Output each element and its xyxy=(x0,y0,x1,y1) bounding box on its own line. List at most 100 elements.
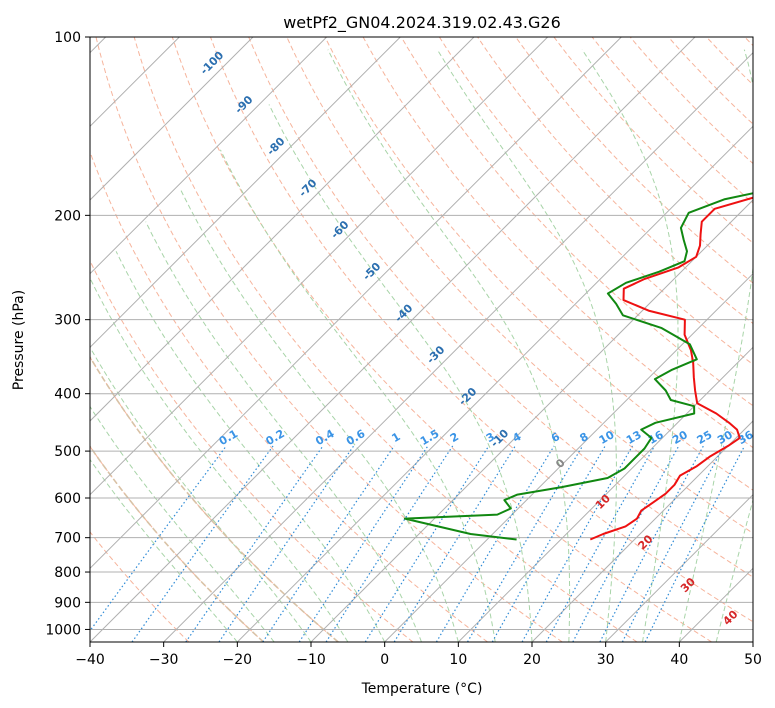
isotherm-line xyxy=(236,125,753,642)
mixing-ratio-line xyxy=(644,445,746,642)
x-tick-label: 40 xyxy=(670,652,688,668)
isotherm-line xyxy=(678,567,753,642)
mixing-ratio-label: 0.4 xyxy=(313,427,337,448)
x-tick-label: −10 xyxy=(296,652,326,668)
mixing-ratio-label: 0.1 xyxy=(217,427,240,448)
isotherm-label: -90 xyxy=(232,93,255,116)
y-tick-label: 700 xyxy=(54,531,81,547)
isotherm-label: -50 xyxy=(360,260,383,283)
dry-adiabat-line xyxy=(744,37,753,47)
x-tick-label: 20 xyxy=(523,652,541,668)
mixing-ratio-label: 1.5 xyxy=(418,427,441,448)
mixing-ratio-label: 2 xyxy=(448,430,461,445)
y-tick-label: 1000 xyxy=(45,622,81,638)
moist-adiabat-line xyxy=(179,187,459,642)
mixing-ratio-line xyxy=(435,445,555,642)
moist-adiabat-line xyxy=(90,458,238,642)
x-axis: −40 −30 −20 −10 0 10 20 30 40 50 xyxy=(75,642,762,668)
moist-adiabat-line xyxy=(581,49,679,642)
x-tick-label: −20 xyxy=(223,652,253,668)
y-axis: 100 200 300 400 500 600 700 800 900 1000 xyxy=(45,30,90,638)
moist-adiabat-line xyxy=(90,346,312,642)
mixing-ratio-line xyxy=(545,445,656,642)
theta-curve-line xyxy=(90,355,339,642)
isotherm-label: -30 xyxy=(424,343,447,366)
dry-adiabat-line xyxy=(90,445,264,642)
mixing-ratio-label: 10 xyxy=(597,428,617,447)
moist-adiabat-line xyxy=(90,277,349,642)
dry-adiabat-line xyxy=(286,37,753,534)
isotherm-line xyxy=(457,346,753,642)
moist-adiabat-line xyxy=(268,104,533,642)
mixing-ratio-line xyxy=(521,445,634,642)
mixing-ratio-line xyxy=(185,445,324,642)
dry-adiabat-line xyxy=(133,37,638,642)
isotherm-line xyxy=(90,37,696,642)
isotherm-line xyxy=(605,493,753,642)
y-tick-label: 800 xyxy=(54,565,81,581)
dry-adiabat-line xyxy=(90,531,190,642)
x-tick-label: 50 xyxy=(744,652,762,668)
mixing-ratio-line xyxy=(572,445,680,642)
moist-adiabat-line xyxy=(219,149,496,642)
mixing-ratio-label: 13 xyxy=(624,428,644,447)
dry-adiabat-line xyxy=(477,37,753,325)
chart-title: wetPf2_GN04.2024.319.02.43.G26 xyxy=(283,13,561,33)
mixing-ratio-line xyxy=(325,445,454,642)
isotherm-line xyxy=(384,272,753,642)
isotherm-line xyxy=(90,37,549,496)
temperature-profile-line xyxy=(589,196,753,541)
isotherm-label: -80 xyxy=(264,135,287,158)
mixing-ratio-label: 20 xyxy=(670,428,690,447)
dry-adiabat-line xyxy=(438,37,753,365)
y-tick-label: 100 xyxy=(54,30,81,46)
moist-adiabat-line xyxy=(436,49,617,642)
y-axis-label: Pressure (hPa) xyxy=(11,290,27,390)
theta-curve-line xyxy=(90,445,265,642)
dry-adiabat-line xyxy=(90,259,414,642)
mixing-ratio-label: 36 xyxy=(736,428,756,447)
moist-adiabat-line xyxy=(678,49,753,642)
dewpoint-profile-line xyxy=(403,192,753,541)
moist-adiabat-line xyxy=(145,221,422,642)
isotherm-line xyxy=(90,37,622,570)
x-tick-label: 10 xyxy=(449,652,467,668)
y-tick-label: 400 xyxy=(54,387,81,403)
isotherm-label: -70 xyxy=(296,176,319,199)
y-tick-label: 600 xyxy=(54,491,81,507)
dry-adiabat-line xyxy=(706,37,753,86)
y-tick-label: 900 xyxy=(54,595,81,611)
isotherm-line xyxy=(90,37,401,349)
dry-adiabat-line xyxy=(591,37,753,204)
isotherm-line xyxy=(310,199,753,642)
dry-adiabat-line xyxy=(90,356,339,642)
mixing-ratio-line xyxy=(262,445,395,642)
x-tick-label: −40 xyxy=(75,652,105,668)
mixing-ratio-label: 1 xyxy=(390,430,403,445)
dry-adiabat-line xyxy=(95,37,563,642)
mixing-ratio-label: 4 xyxy=(510,430,523,445)
mixing-ratio-label: 0.2 xyxy=(263,427,286,448)
mixing-ratio-line xyxy=(298,445,429,642)
x-tick-label: 30 xyxy=(597,652,615,668)
x-tick-label: 0 xyxy=(380,652,389,668)
moist-adiabat-label: 30 xyxy=(678,575,698,595)
mixing-ratio-label: 25 xyxy=(695,428,715,447)
isotherm-label: -40 xyxy=(392,301,415,324)
moist-adiabat-line xyxy=(90,405,275,642)
dry-adiabat-line xyxy=(668,37,753,125)
y-tick-label: 300 xyxy=(54,313,81,329)
dry-adiabat-line xyxy=(171,37,712,642)
y-tick-label: 200 xyxy=(54,208,81,224)
mixing-ratio-label: 0.6 xyxy=(344,427,368,448)
dry-adiabat-line xyxy=(248,37,753,578)
mixing-ratio-label: 16 xyxy=(646,428,666,447)
moist-adiabat-line xyxy=(115,251,386,642)
dry-adiabat-line xyxy=(400,37,753,407)
isotherm-line xyxy=(90,37,254,201)
dry-adiabat-line xyxy=(324,37,753,491)
dry-adiabat-line xyxy=(90,150,488,642)
mixing-ratio-line xyxy=(131,445,274,642)
plot-frame xyxy=(89,36,754,643)
